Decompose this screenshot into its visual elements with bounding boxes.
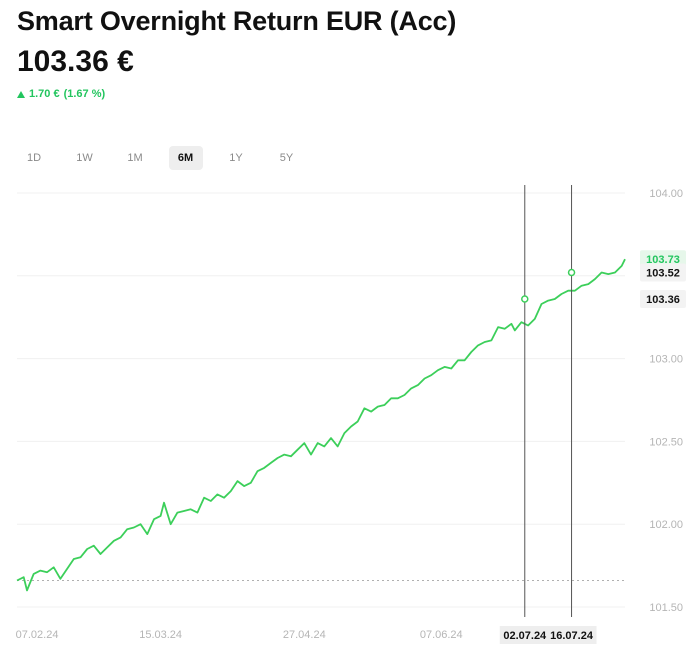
crosshair-date-label: 02.07.24 [503, 630, 547, 642]
crosshair-date-badge [546, 626, 597, 644]
crosshair-value-badge [640, 289, 686, 308]
up-arrow-icon [17, 90, 25, 98]
price-line [16, 258, 626, 592]
y-tick-label: 103.50 [649, 271, 683, 283]
x-tick-label: 07.02.24 [16, 629, 59, 641]
crosshair-value-label: 103.52 [646, 267, 680, 279]
y-tick-label: 102.00 [649, 519, 683, 531]
crosshair-date-badge [499, 626, 550, 644]
y-tick-label: 102.50 [649, 436, 683, 448]
crosshair-point [521, 295, 529, 303]
page-title: Smart Overnight Return EUR (Acc) [17, 6, 457, 36]
y-tick-label: 103.00 [649, 354, 683, 366]
x-tick-label: 15.03.24 [139, 629, 182, 641]
range-button-5y[interactable]: 5Y [270, 146, 304, 170]
range-button-1y[interactable]: 1Y [219, 146, 253, 170]
crosshair-date-label: 16.07.24 [550, 630, 594, 642]
x-tick-label: 07.06.24 [420, 629, 463, 641]
crosshair-value-label: 103.36 [646, 294, 680, 306]
y-tick-label: 101.50 [649, 602, 683, 614]
change-absolute: 1.70 € [29, 88, 60, 100]
current-price: 103.36 € [17, 45, 134, 78]
range-button-1d[interactable]: 1D [17, 146, 51, 170]
range-button-1m[interactable]: 1M [118, 146, 152, 170]
crosshair-value-badge [640, 263, 686, 282]
range-button-1w[interactable]: 1W [68, 146, 102, 170]
change-percent: (1.67 %) [63, 88, 106, 100]
y-tick-label: 104.00 [649, 188, 683, 200]
range-button-6m[interactable]: 6M [168, 146, 203, 170]
last-value-label: 103.73 [646, 254, 680, 266]
crosshair-point [567, 268, 576, 277]
range-selector: 1D 1W 1M 6M 1Y 5Y [17, 146, 320, 170]
last-value-badge [640, 250, 686, 269]
price-change: 1.70 € (1.67 %) [17, 88, 105, 100]
x-tick-label: 27.04.24 [283, 629, 326, 641]
